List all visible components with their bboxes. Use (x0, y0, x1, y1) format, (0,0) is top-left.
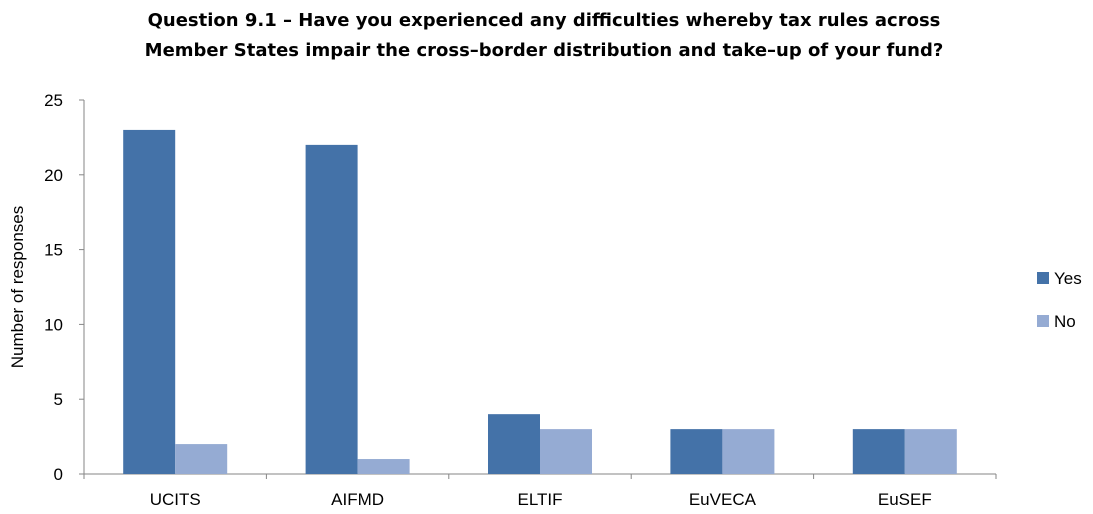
y-tick-label: 5 (54, 390, 63, 409)
chart-title-line-1: Question 9.1 – Have you experienced any … (147, 10, 941, 31)
legend-swatch-yes (1037, 272, 1049, 284)
y-tick-label: 0 (54, 465, 63, 484)
x-tick-label: UCITS (150, 490, 201, 509)
y-tick-label: 10 (44, 315, 63, 334)
bar-no-eusef (904, 429, 957, 474)
bar-yes-ucits (123, 129, 176, 475)
legend-swatch-no (1037, 315, 1049, 327)
x-tick-label: EuVECA (689, 490, 757, 509)
bar-yes-euveca (670, 429, 723, 474)
plot-area: 0 5 10 15 20 25 UCITS AIFMD ELTIF EuVECA EuSEF (44, 91, 997, 509)
legend-label-yes: Yes (1054, 269, 1082, 288)
bar-no-aifmd (357, 459, 410, 474)
y-tick-label: 15 (44, 241, 63, 260)
x-tick-label: AIFMD (331, 490, 384, 509)
chart-title-line-2: Member States impair the cross–border di… (144, 40, 944, 61)
x-tick-label: ELTIF (517, 490, 562, 509)
legend: Yes No (1037, 269, 1082, 331)
bar-no-euveca (722, 429, 775, 474)
y-tick-label: 20 (44, 166, 63, 185)
y-axis-title: Number of responses (8, 206, 27, 369)
bar-yes-aifmd (305, 144, 358, 474)
chart-title: Question 9.1 – Have you experienced any … (0, 6, 1093, 66)
y-tick-label: 25 (44, 91, 63, 110)
bar-no-ucits (175, 444, 228, 474)
bar-yes-eusef (852, 429, 905, 474)
x-tick-label: EuSEF (878, 490, 932, 509)
bar-no-eltif (540, 429, 592, 474)
bar-yes-eltif (488, 414, 540, 474)
legend-label-no: No (1054, 312, 1076, 331)
